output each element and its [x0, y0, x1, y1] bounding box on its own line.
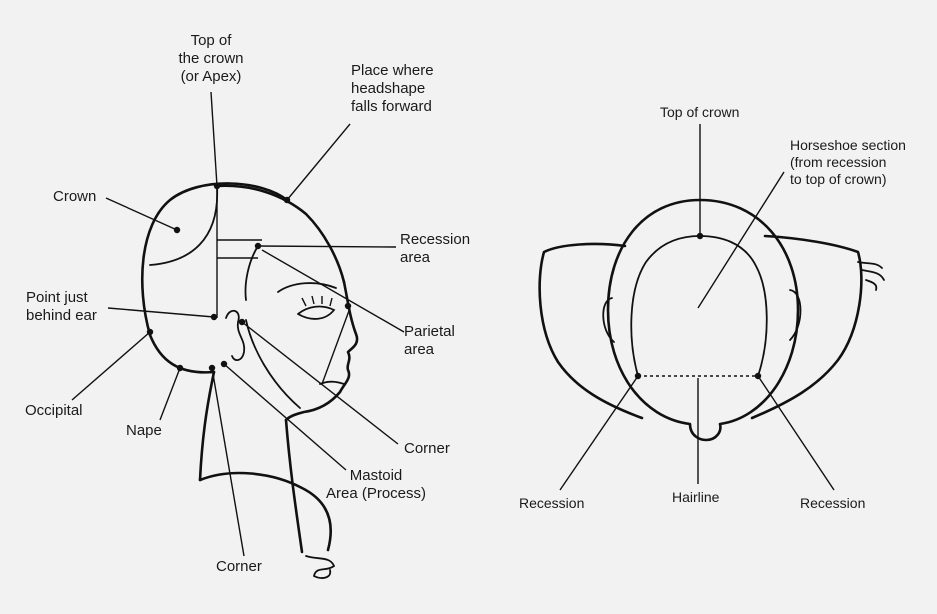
label-top-crown: Top of crown — [660, 104, 740, 120]
label-corner-right: Corner — [404, 440, 450, 457]
label-headshape-line-1: Place where — [351, 62, 434, 79]
face-profile — [284, 280, 359, 422]
label-recession-area: Recession area — [400, 231, 470, 267]
label-horseshoe-line-3: to top of crown) — [790, 171, 887, 187]
leader-horseshoe — [697, 171, 785, 309]
top-crown-point — [696, 232, 704, 240]
label-headshape-line-2: headshape — [351, 80, 426, 97]
recession-point — [254, 242, 262, 250]
mouth — [319, 380, 345, 385]
leader-mastoid — [223, 363, 347, 471]
leader-recession — [257, 245, 397, 248]
right-hand-scribble — [857, 261, 885, 291]
top-head-outline — [606, 198, 800, 442]
label-recession-line-1: Recession — [400, 231, 471, 248]
top-view-head — [538, 124, 885, 491]
label-top-of-crown-line-2: the crown — [178, 50, 244, 67]
hand-scribble — [305, 555, 336, 579]
right-shoulder — [750, 234, 863, 420]
label-headshape-line-3: falls forward — [351, 98, 432, 115]
leader-corner-bottom — [211, 367, 245, 557]
label-parietal-area: Parietal area — [404, 323, 455, 359]
right-ear — [789, 289, 802, 341]
label-mastoid-area: Mastoid Area (Process) — [321, 467, 431, 503]
label-horseshoe-line-1: Horseshoe section — [790, 137, 906, 153]
recession-left-point — [634, 372, 642, 380]
recession-right-point — [754, 372, 762, 380]
headshape-point — [283, 196, 291, 204]
leader-apex — [210, 91, 218, 187]
crown-arc — [149, 185, 218, 266]
label-top-of-crown-line-3: (or Apex) — [180, 68, 242, 85]
ear — [225, 309, 246, 361]
eye — [297, 305, 336, 320]
label-behind-ear-line-2: behind ear — [26, 307, 97, 324]
leader-recession-right — [757, 375, 835, 491]
label-corner-bottom: Corner — [216, 558, 262, 575]
mastoid-point — [220, 360, 228, 368]
label-nape: Nape — [126, 422, 162, 439]
label-mastoid-line-2: Area (Process) — [325, 485, 427, 502]
leader-headshape — [286, 123, 351, 201]
label-top-of-crown: Top of the crown (or Apex) — [168, 32, 254, 86]
label-recession-left: Recession — [519, 495, 585, 511]
side-view-head — [71, 91, 405, 579]
label-crown: Crown — [53, 188, 97, 205]
label-headshape-forward: Place where headshape falls forward — [351, 62, 434, 116]
head-outline-back — [140, 182, 289, 374]
parietal-point — [344, 302, 352, 310]
label-recession-right: Recession — [800, 495, 866, 511]
left-shoulder — [538, 242, 644, 420]
eyebrow — [277, 282, 337, 293]
leader-parietal-face — [321, 307, 351, 385]
shoulder-line — [198, 471, 333, 552]
jaw-line — [245, 319, 301, 409]
eyelashes — [301, 295, 333, 307]
label-hairline: Hairline — [672, 489, 720, 505]
behind-ear-point — [210, 313, 218, 321]
neck-front-line — [284, 418, 304, 554]
apex-point — [213, 182, 221, 190]
leader-crown — [105, 197, 178, 231]
leader-recession-left — [559, 375, 639, 491]
occipital-point — [146, 328, 154, 336]
label-horseshoe-section: Horseshoe section (from recession to top… — [790, 137, 906, 188]
neck-back-line — [198, 370, 216, 482]
hairline-front — [244, 245, 259, 301]
corner-point-right — [238, 318, 246, 326]
label-recession-line-2: area — [400, 249, 431, 266]
label-behind-ear-line-1: Point just — [26, 289, 88, 306]
leader-corner-right — [241, 321, 399, 445]
label-occipital: Occipital — [25, 402, 83, 419]
leader-parietal — [261, 249, 405, 333]
head-outline-top — [215, 184, 346, 284]
label-mastoid-line-1: Mastoid — [349, 467, 403, 484]
leader-nape — [159, 367, 181, 421]
label-parietal-line-1: Parietal — [404, 323, 455, 340]
crown-point — [173, 226, 181, 234]
leader-occipital — [71, 331, 151, 401]
nape-point — [176, 364, 184, 372]
label-top-of-crown-line-1: Top of — [190, 32, 232, 49]
label-horseshoe-line-2: (from recession — [790, 154, 887, 170]
leader-behind-ear — [107, 307, 215, 318]
label-parietal-line-2: area — [404, 341, 435, 358]
corner-point-bottom — [208, 364, 216, 372]
label-point-behind-ear: Point just behind ear — [26, 289, 97, 325]
